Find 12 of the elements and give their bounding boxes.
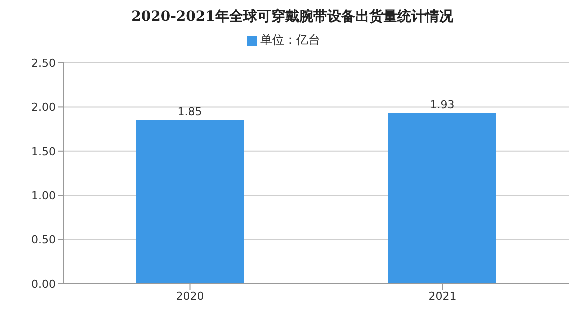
legend-label: 单位：亿台	[260, 33, 320, 47]
text: 2.50	[32, 56, 56, 70]
text: 0.00	[32, 278, 56, 291]
x-tick-label: 2021	[428, 290, 457, 303]
text: 1.00	[32, 190, 56, 203]
x-tick-label: 2020	[176, 290, 204, 303]
chart-title: 2020-2021年全球可穿戴腕带设备出货量统计情况	[130, 8, 454, 26]
data-label: 1.93	[430, 98, 455, 112]
text: 2.00	[32, 101, 56, 114]
data-label: 1.85	[178, 105, 202, 118]
text: 1.50	[32, 145, 56, 158]
text: 0.50	[32, 234, 56, 247]
